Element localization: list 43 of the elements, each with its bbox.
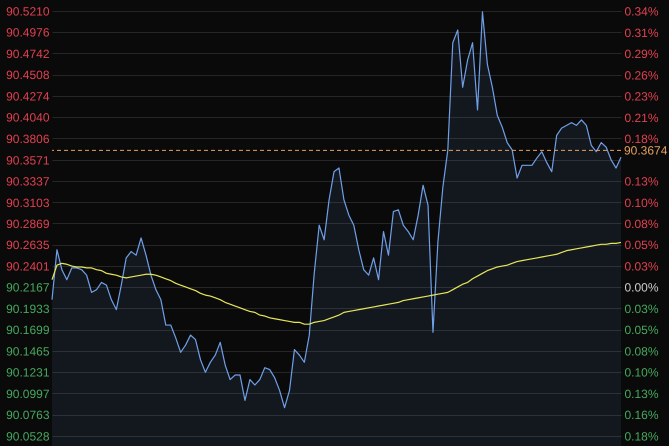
y2-tick-label: 0.03% [624, 302, 659, 316]
y2-tick-label: 0.31% [624, 26, 659, 40]
y2-tick-label: 0.18% [624, 132, 659, 146]
y-tick-label: 90.1465 [6, 344, 50, 358]
y2-tick-label: 0.10% [624, 366, 659, 380]
y2-tick-label: 0.08% [624, 216, 659, 231]
y2-tick-label: 0.34% [624, 4, 659, 19]
y-tick-label: 90.1231 [6, 366, 50, 380]
y-tick-label: 90.3337 [6, 174, 50, 189]
y-tick-label: 90.1933 [6, 302, 50, 316]
ref-line-label: 90.3674 [624, 143, 668, 158]
y-tick-label: 90.2635 [6, 238, 50, 252]
y2-tick-label: 0.13% [624, 174, 659, 188]
y-tick-label: 90.4742 [6, 46, 50, 61]
y-tick-label: 90.5210 [6, 4, 50, 18]
y-tick-label: 90.2401 [6, 259, 50, 274]
y-tick-label: 90.2167 [6, 280, 50, 295]
y-tick-label: 90.3571 [6, 153, 50, 168]
y2-tick-label: 0.18% [624, 429, 659, 444]
y2-tick-label: 0.00% [624, 280, 659, 295]
y2-tick-label: 0.13% [624, 386, 659, 401]
y-tick-label: 90.4040 [6, 110, 50, 125]
y2-tick-label: 0.08% [624, 344, 659, 358]
y2-tick-label: 0.23% [624, 90, 659, 104]
y-tick-label: 90.0997 [6, 386, 50, 401]
y-tick-label: 90.1699 [6, 323, 50, 338]
y2-tick-label: 0.29% [624, 47, 659, 62]
y-tick-label: 90.4508 [6, 68, 50, 82]
y-tick-label: 90.4976 [6, 26, 50, 40]
y2-tick-label: 0.10% [624, 196, 659, 210]
y2-tick-label: 0.21% [624, 110, 659, 125]
y2-tick-label: 0.16% [624, 408, 659, 422]
y2-tick-label: 0.05% [624, 323, 659, 338]
y-tick-label: 90.0528 [6, 430, 50, 444]
y2-tick-label: 0.26% [624, 68, 659, 82]
y-tick-label: 90.3103 [6, 196, 50, 210]
y-tick-label: 90.0763 [6, 408, 50, 422]
y-tick-label: 90.2869 [6, 217, 50, 231]
y-tick-label: 90.4274 [6, 89, 50, 104]
line-series [51, 242, 622, 325]
y2-tick-label: 0.03% [624, 259, 659, 274]
y-tick-label: 90.3806 [6, 132, 50, 146]
y2-tick-label: 0.05% [624, 238, 659, 252]
